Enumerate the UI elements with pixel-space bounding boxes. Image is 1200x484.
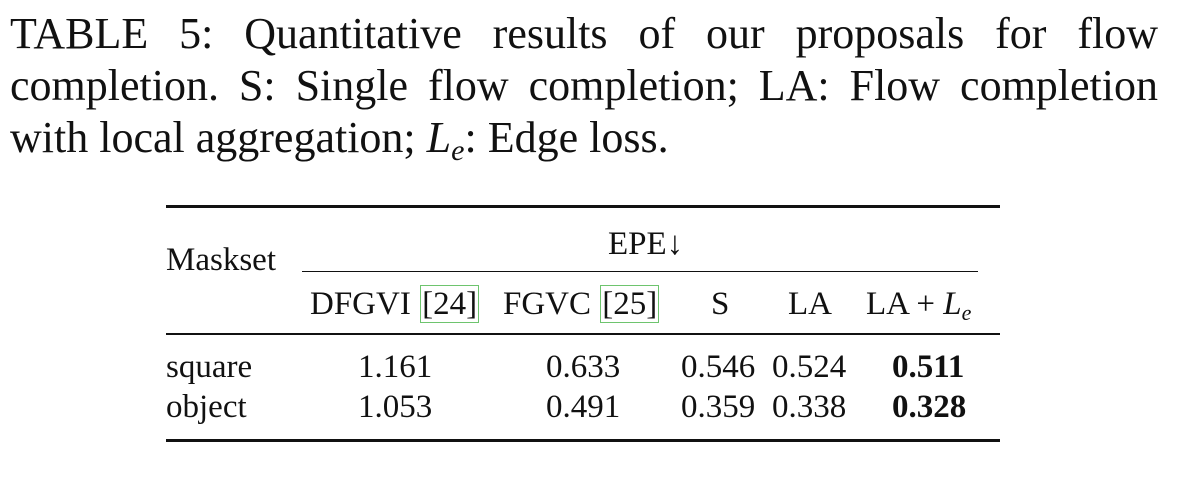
column-header-s: S — [711, 286, 730, 322]
column-header-la: LA — [788, 286, 832, 322]
maskset-header: Maskset — [166, 242, 276, 278]
row-object-s: 0.359 — [681, 389, 756, 425]
row-square-la: 0.524 — [772, 349, 847, 385]
row-square-dfgvi: 1.161 — [358, 349, 433, 385]
fgvc-label: FGVC — [503, 286, 592, 322]
row-object-la-le: 0.328 — [892, 389, 967, 425]
edge-loss-symbol: Le — [426, 113, 465, 166]
edge-loss-symbol-base: L — [426, 113, 452, 162]
row-object-maskset: object — [166, 389, 247, 425]
citation-link-24[interactable]: [24] — [420, 285, 480, 323]
row-object-dfgvi: 1.053 — [358, 389, 433, 425]
citation-link-25[interactable]: [25] — [600, 285, 660, 323]
column-header-dfgvi: DFGVI [24] — [310, 285, 480, 323]
table-caption: TABLE 5: Quantitative results of our pro… — [10, 8, 1158, 166]
caption-text: Quantitative results of our proposals fo… — [10, 9, 1158, 162]
la-le-symbol: Le — [943, 286, 972, 325]
row-square-maskset: square — [166, 349, 253, 385]
row-square-la-le: 0.511 — [892, 349, 965, 385]
results-table: Maskset EPE↓ DFGVI [24] FGVC [25] S LA L… — [166, 205, 1000, 445]
la-le-prefix: LA + — [866, 286, 944, 322]
edge-loss-symbol-sub: e — [451, 134, 465, 167]
la-le-symbol-sub: e — [961, 300, 972, 325]
caption-label: TABLE 5: — [10, 9, 214, 58]
epe-group-header: EPE↓ — [608, 226, 684, 262]
top-rule — [166, 205, 1000, 208]
column-header-fgvc: FGVC [25] — [503, 285, 660, 323]
la-le-symbol-base: L — [943, 286, 962, 322]
row-object-la: 0.338 — [772, 389, 847, 425]
caption-text-end: : Edge loss. — [464, 113, 669, 162]
header-rule — [166, 333, 1000, 335]
row-object-fgvc: 0.491 — [546, 389, 621, 425]
bottom-rule — [166, 439, 1000, 442]
epe-group-rule — [302, 271, 978, 272]
column-header-la-le: LA + Le — [866, 285, 972, 325]
row-square-s: 0.546 — [681, 349, 756, 385]
dfgvi-label: DFGVI — [310, 286, 411, 322]
row-square-fgvc: 0.633 — [546, 349, 621, 385]
